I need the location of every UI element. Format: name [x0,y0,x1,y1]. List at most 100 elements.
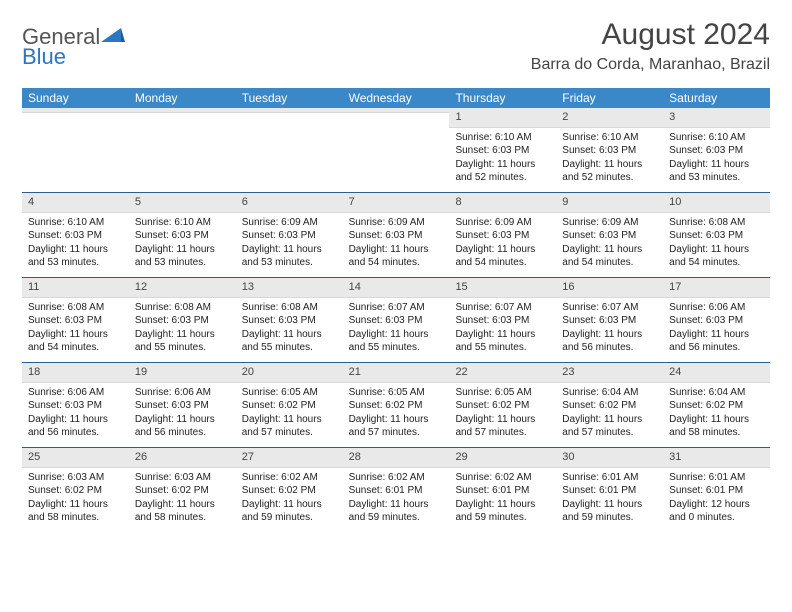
day-number: 5 [129,193,236,213]
sunset-text: Sunset: 6:01 PM [455,484,550,498]
day-body: Sunrise: 6:03 AMSunset: 6:02 PMDaylight:… [22,468,129,531]
sunrise-text: Sunrise: 6:10 AM [669,131,764,145]
logo-blue-text: Blue [22,44,66,70]
sunrise-text: Sunrise: 6:05 AM [349,386,444,400]
sunrise-text: Sunrise: 6:08 AM [135,301,230,315]
day-body: Sunrise: 6:01 AMSunset: 6:01 PMDaylight:… [663,468,770,531]
daylight-text: Daylight: 11 hours and 53 minutes. [669,158,764,185]
day-body: Sunrise: 6:10 AMSunset: 6:03 PMDaylight:… [129,213,236,276]
day-cell: 11Sunrise: 6:08 AMSunset: 6:03 PMDayligh… [22,278,129,362]
daylight-text: Daylight: 11 hours and 57 minutes. [242,413,337,440]
week-row: 1Sunrise: 6:10 AMSunset: 6:03 PMDaylight… [22,108,770,192]
day-body: Sunrise: 6:07 AMSunset: 6:03 PMDaylight:… [343,298,450,361]
sunset-text: Sunset: 6:03 PM [242,229,337,243]
daylight-text: Daylight: 11 hours and 56 minutes. [135,413,230,440]
day-header-tue: Tuesday [236,88,343,108]
day-cell: 4Sunrise: 6:10 AMSunset: 6:03 PMDaylight… [22,193,129,277]
day-body [343,113,450,171]
day-cell: 20Sunrise: 6:05 AMSunset: 6:02 PMDayligh… [236,363,343,447]
sunset-text: Sunset: 6:01 PM [669,484,764,498]
day-body: Sunrise: 6:10 AMSunset: 6:03 PMDaylight:… [663,128,770,191]
day-cell: 18Sunrise: 6:06 AMSunset: 6:03 PMDayligh… [22,363,129,447]
day-body: Sunrise: 6:02 AMSunset: 6:01 PMDaylight:… [449,468,556,531]
day-cell: 26Sunrise: 6:03 AMSunset: 6:02 PMDayligh… [129,448,236,532]
daylight-text: Daylight: 11 hours and 55 minutes. [349,328,444,355]
sunrise-text: Sunrise: 6:07 AM [562,301,657,315]
day-number: 10 [663,193,770,213]
sunrise-text: Sunrise: 6:09 AM [349,216,444,230]
calendar: Sunday Monday Tuesday Wednesday Thursday… [22,88,770,532]
sunset-text: Sunset: 6:03 PM [349,229,444,243]
sunset-text: Sunset: 6:03 PM [28,229,123,243]
sunrise-text: Sunrise: 6:02 AM [455,471,550,485]
daylight-text: Daylight: 11 hours and 53 minutes. [28,243,123,270]
day-cell: 5Sunrise: 6:10 AMSunset: 6:03 PMDaylight… [129,193,236,277]
daylight-text: Daylight: 11 hours and 54 minutes. [669,243,764,270]
sunset-text: Sunset: 6:03 PM [455,314,550,328]
sunrise-text: Sunrise: 6:03 AM [135,471,230,485]
day-body: Sunrise: 6:10 AMSunset: 6:03 PMDaylight:… [22,213,129,276]
sunrise-text: Sunrise: 6:04 AM [669,386,764,400]
sunrise-text: Sunrise: 6:01 AM [562,471,657,485]
sunrise-text: Sunrise: 6:06 AM [669,301,764,315]
day-cell: 13Sunrise: 6:08 AMSunset: 6:03 PMDayligh… [236,278,343,362]
sunrise-text: Sunrise: 6:05 AM [242,386,337,400]
day-body: Sunrise: 6:05 AMSunset: 6:02 PMDaylight:… [236,383,343,446]
daylight-text: Daylight: 12 hours and 0 minutes. [669,498,764,525]
day-cell: 16Sunrise: 6:07 AMSunset: 6:03 PMDayligh… [556,278,663,362]
daylight-text: Daylight: 11 hours and 57 minutes. [349,413,444,440]
sunset-text: Sunset: 6:03 PM [562,229,657,243]
daylight-text: Daylight: 11 hours and 54 minutes. [349,243,444,270]
day-body: Sunrise: 6:03 AMSunset: 6:02 PMDaylight:… [129,468,236,531]
day-cell: 29Sunrise: 6:02 AMSunset: 6:01 PMDayligh… [449,448,556,532]
day-body: Sunrise: 6:06 AMSunset: 6:03 PMDaylight:… [129,383,236,446]
day-cell [22,108,129,192]
week-row: 4Sunrise: 6:10 AMSunset: 6:03 PMDaylight… [22,192,770,277]
daylight-text: Daylight: 11 hours and 52 minutes. [455,158,550,185]
day-number: 31 [663,448,770,468]
sunrise-text: Sunrise: 6:08 AM [242,301,337,315]
day-number: 18 [22,363,129,383]
daylight-text: Daylight: 11 hours and 57 minutes. [455,413,550,440]
day-number: 16 [556,278,663,298]
day-body: Sunrise: 6:08 AMSunset: 6:03 PMDaylight:… [129,298,236,361]
sunrise-text: Sunrise: 6:07 AM [455,301,550,315]
day-number: 9 [556,193,663,213]
daylight-text: Daylight: 11 hours and 53 minutes. [242,243,337,270]
day-body: Sunrise: 6:01 AMSunset: 6:01 PMDaylight:… [556,468,663,531]
sunrise-text: Sunrise: 6:09 AM [562,216,657,230]
sunset-text: Sunset: 6:03 PM [562,314,657,328]
sunset-text: Sunset: 6:02 PM [242,399,337,413]
day-cell: 22Sunrise: 6:05 AMSunset: 6:02 PMDayligh… [449,363,556,447]
day-cell: 24Sunrise: 6:04 AMSunset: 6:02 PMDayligh… [663,363,770,447]
sunset-text: Sunset: 6:03 PM [455,144,550,158]
sunrise-text: Sunrise: 6:06 AM [135,386,230,400]
sunrise-text: Sunrise: 6:09 AM [242,216,337,230]
day-body: Sunrise: 6:06 AMSunset: 6:03 PMDaylight:… [663,298,770,361]
week-row: 11Sunrise: 6:08 AMSunset: 6:03 PMDayligh… [22,277,770,362]
sunrise-text: Sunrise: 6:03 AM [28,471,123,485]
sunrise-text: Sunrise: 6:08 AM [28,301,123,315]
daylight-text: Daylight: 11 hours and 56 minutes. [669,328,764,355]
day-number: 1 [449,108,556,128]
sunrise-text: Sunrise: 6:05 AM [455,386,550,400]
daylight-text: Daylight: 11 hours and 54 minutes. [562,243,657,270]
day-body: Sunrise: 6:02 AMSunset: 6:02 PMDaylight:… [236,468,343,531]
day-number: 7 [343,193,450,213]
day-body: Sunrise: 6:09 AMSunset: 6:03 PMDaylight:… [556,213,663,276]
sunset-text: Sunset: 6:03 PM [669,314,764,328]
day-body [22,113,129,171]
sunrise-text: Sunrise: 6:09 AM [455,216,550,230]
day-cell: 30Sunrise: 6:01 AMSunset: 6:01 PMDayligh… [556,448,663,532]
day-cell: 6Sunrise: 6:09 AMSunset: 6:03 PMDaylight… [236,193,343,277]
daylight-text: Daylight: 11 hours and 58 minutes. [669,413,764,440]
title-block: August 2024 Barra do Corda, Maranhao, Br… [531,18,770,74]
sunrise-text: Sunrise: 6:02 AM [242,471,337,485]
day-number: 15 [449,278,556,298]
day-body: Sunrise: 6:06 AMSunset: 6:03 PMDaylight:… [22,383,129,446]
day-header-sat: Saturday [663,88,770,108]
day-number: 21 [343,363,450,383]
day-number: 30 [556,448,663,468]
daylight-text: Daylight: 11 hours and 59 minutes. [242,498,337,525]
day-cell: 3Sunrise: 6:10 AMSunset: 6:03 PMDaylight… [663,108,770,192]
